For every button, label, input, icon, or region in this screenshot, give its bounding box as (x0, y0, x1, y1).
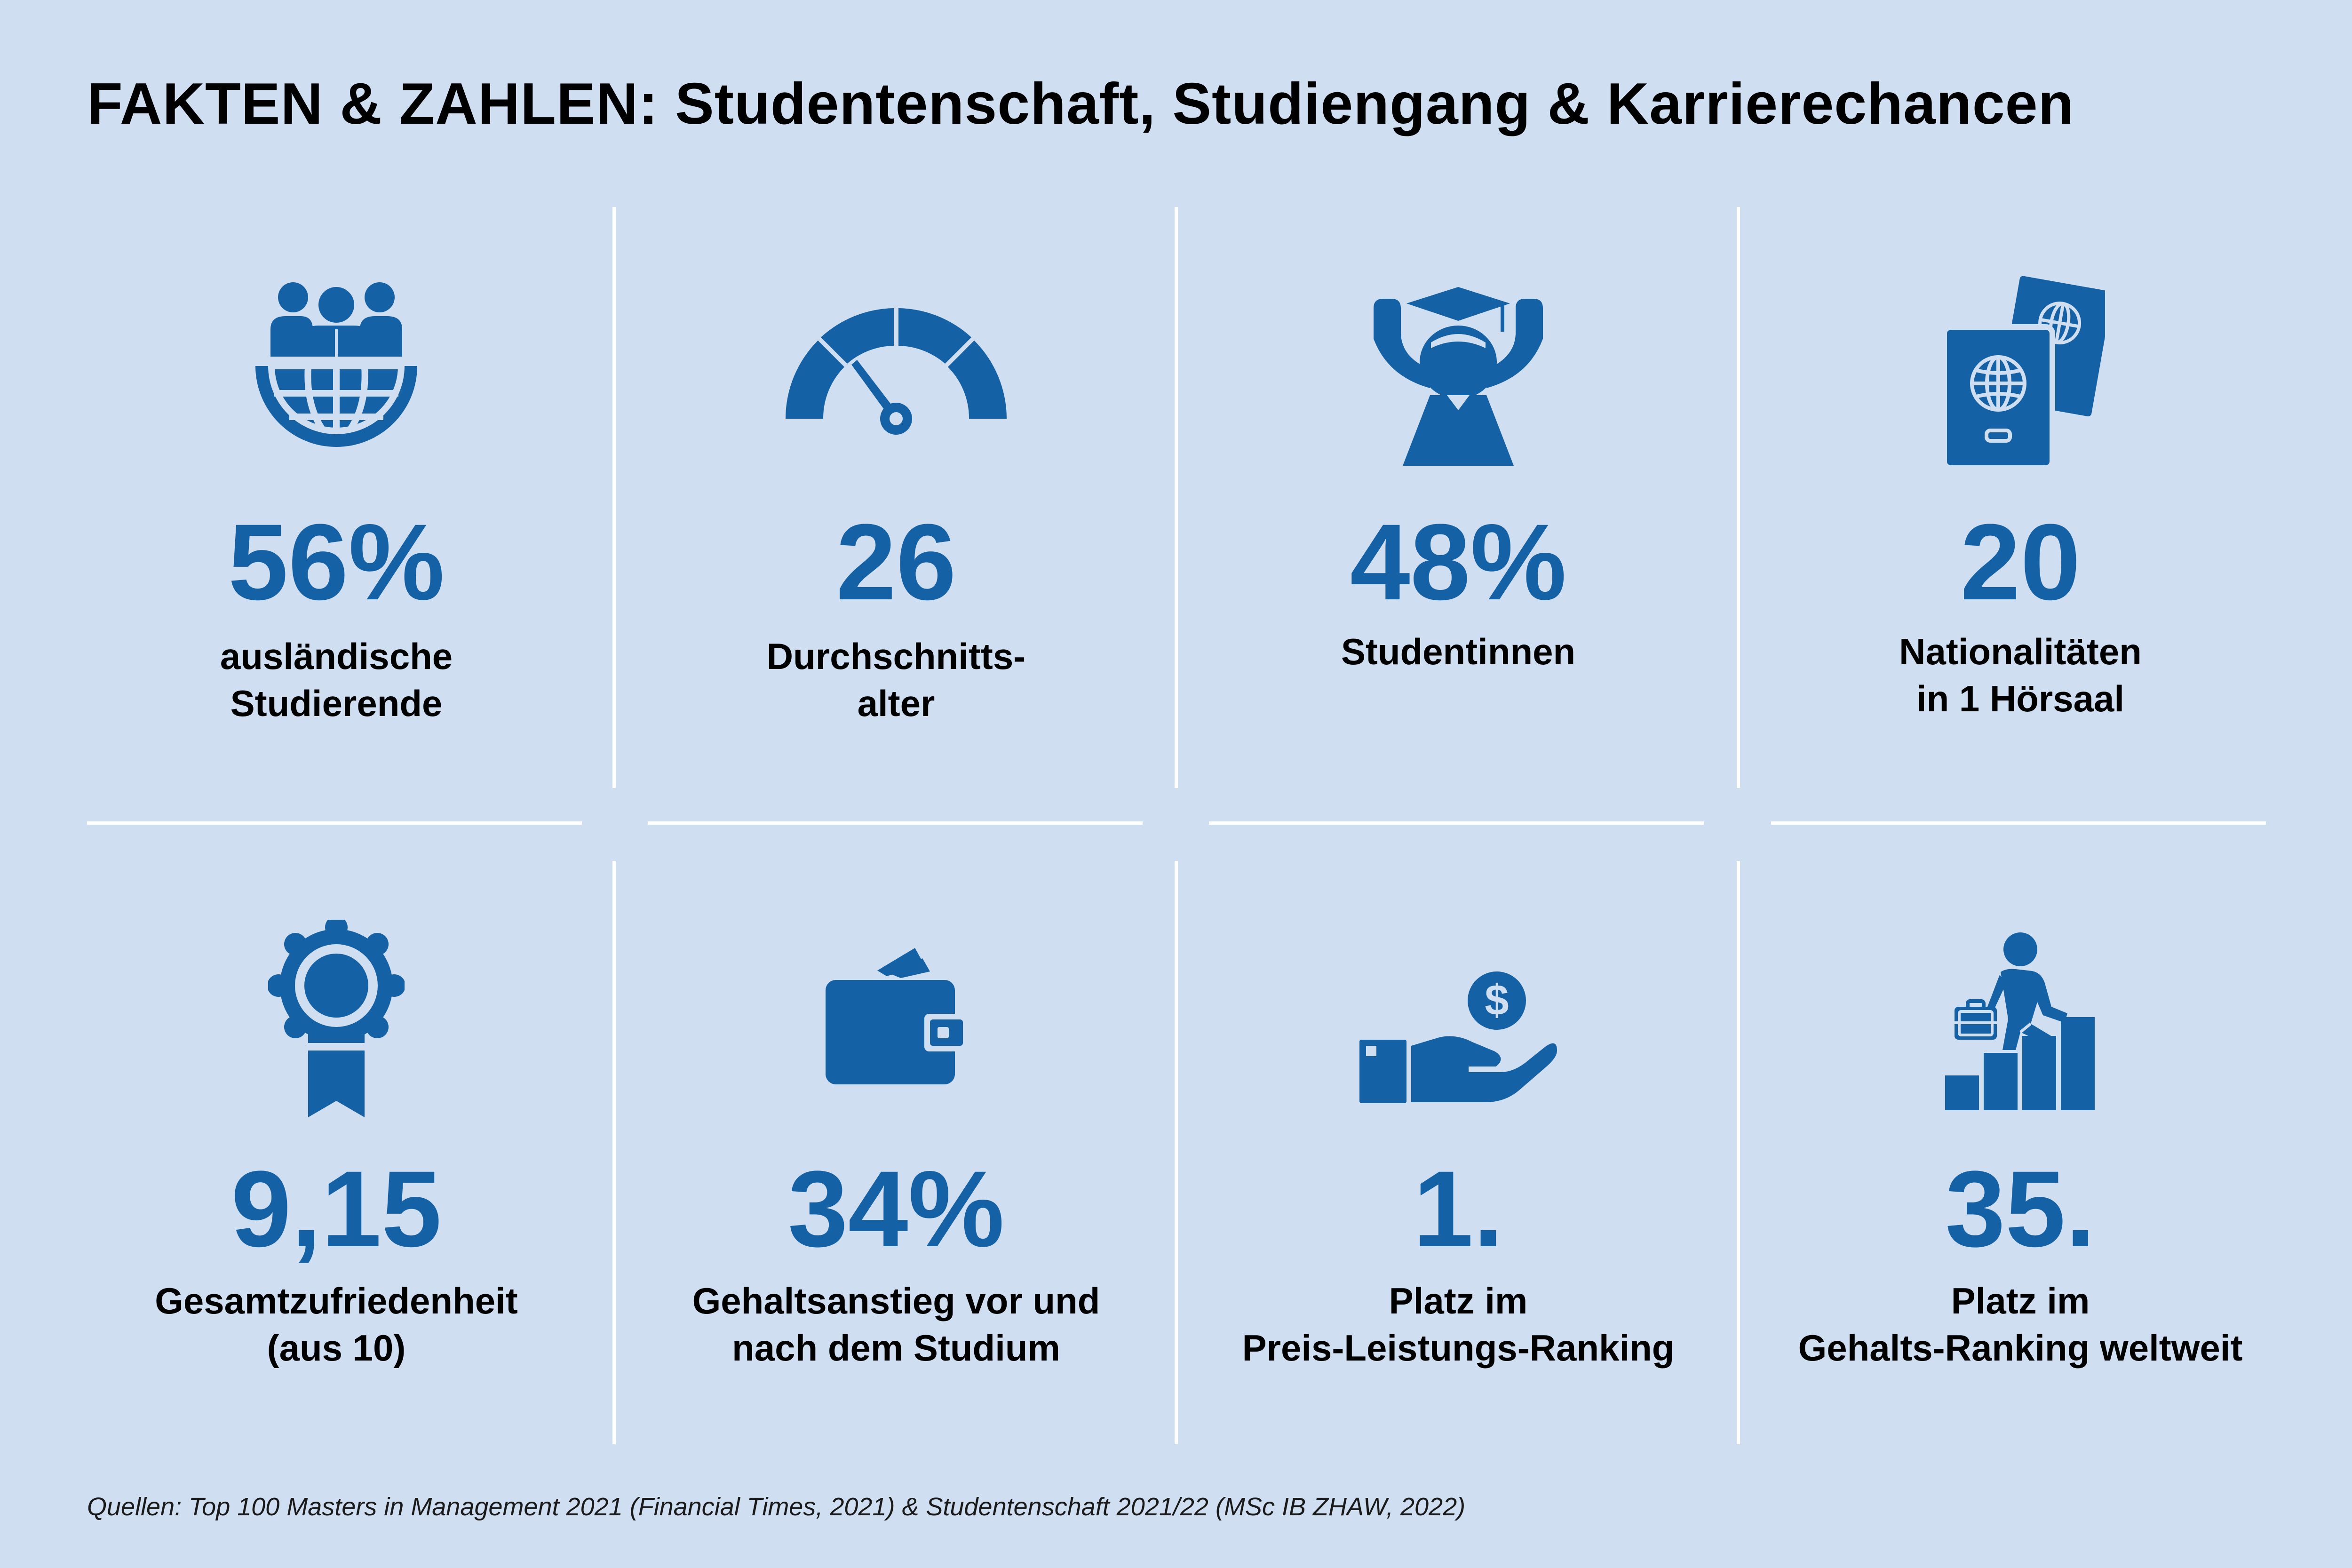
career-steps-icon (1945, 931, 2096, 1110)
fact-label-line: ausländische (220, 636, 453, 677)
fact-label-line: Platz im (1389, 1280, 1528, 1321)
fact-card-satisfaction: 9,15 Gesamtzufriedenheit (aus 10) (66, 861, 607, 1444)
fact-label-line: in 1 Hörsaal (1916, 678, 2125, 719)
page-title: FAKTEN & ZAHLEN: Studentenschaft, Studie… (87, 72, 2074, 136)
fact-label: ausländische Studierende (66, 633, 607, 727)
fact-value: 9,15 (231, 1148, 442, 1269)
divider-vertical (612, 207, 616, 788)
global-students-icon (252, 282, 421, 456)
fact-label-line: alter (857, 683, 935, 724)
fact-label-line: Gehaltsanstieg vor und (692, 1280, 1100, 1321)
fact-value: 1. (1413, 1148, 1503, 1269)
fact-label-line: Preis-Leistungs-Ranking (1242, 1327, 1675, 1369)
fact-label-line: Platz im (1951, 1280, 2090, 1321)
fact-label: Platz im Gehalts-Ranking weltweit (1750, 1277, 2291, 1371)
fact-card-female-students: 48% Studentinnen (1188, 207, 1729, 788)
fact-label-line: Studierende (230, 683, 443, 724)
fact-label-line: Gehalts-Ranking weltweit (1798, 1327, 2243, 1369)
divider-vertical (1737, 207, 1740, 788)
fact-card-average-age: 26 Durchschnitts- alter (626, 207, 1167, 788)
money-hand-icon: $ (1359, 971, 1557, 1103)
fact-value: 48% (1350, 501, 1567, 622)
fact-label: Studentinnen (1188, 628, 1729, 675)
fact-label: Gesamtzufriedenheit (aus 10) (66, 1277, 607, 1371)
fact-label-line: nach dem Studium (732, 1327, 1060, 1369)
wallet-icon (826, 948, 967, 1084)
fact-label-line: Gesamtzufriedenheit (155, 1280, 518, 1321)
divider-vertical (1737, 861, 1740, 1444)
divider-vertical (1175, 861, 1178, 1444)
fact-label: Durchschnitts- alter (626, 633, 1167, 727)
fact-label-line: Nationalitäten (1899, 631, 2142, 672)
fact-label: Gehaltsanstieg vor und nach dem Studium (626, 1277, 1167, 1371)
fact-label: Platz im Preis-Leistungs-Ranking (1188, 1277, 1729, 1371)
fact-card-salary-increase: 34% Gehaltsanstieg vor und nach dem Stud… (626, 861, 1167, 1444)
divider-horizontal (87, 821, 582, 825)
fact-value: 20 (1960, 501, 2081, 622)
source-footnote: Quellen: Top 100 Masters in Management 2… (87, 1493, 1466, 1521)
divider-vertical (1175, 207, 1178, 788)
fact-card-nationalities: 20 Nationalitäten in 1 Hörsaal (1750, 207, 2291, 788)
speedometer-icon (786, 308, 1007, 435)
fact-value: 34% (787, 1148, 1005, 1269)
divider-horizontal (1771, 821, 2266, 825)
fact-value: 35. (1945, 1148, 2096, 1269)
fact-card-value-ranking: $ 1. Platz im Preis-Leistungs-Ranking (1188, 861, 1729, 1444)
divider-horizontal (648, 821, 1143, 825)
fact-value: 56% (228, 501, 445, 622)
fact-label-line: Durchschnitts- (766, 636, 1026, 677)
fact-card-salary-ranking: 35. Platz im Gehalts-Ranking weltweit (1750, 861, 2291, 1444)
fact-label-line: (aus 10) (267, 1327, 406, 1369)
svg-text:$: $ (1485, 976, 1509, 1024)
award-icon (268, 920, 405, 1117)
divider-vertical (612, 861, 616, 1444)
divider-horizontal (1209, 821, 1704, 825)
passports-icon (1936, 271, 2105, 468)
fact-value: 26 (836, 501, 956, 622)
graduate-icon (1374, 282, 1543, 466)
fact-label: Nationalitäten in 1 Hörsaal (1750, 628, 2291, 722)
fact-label-line: Studentinnen (1341, 631, 1576, 672)
fact-card-foreign-students: 56% ausländische Studierende (66, 207, 607, 788)
